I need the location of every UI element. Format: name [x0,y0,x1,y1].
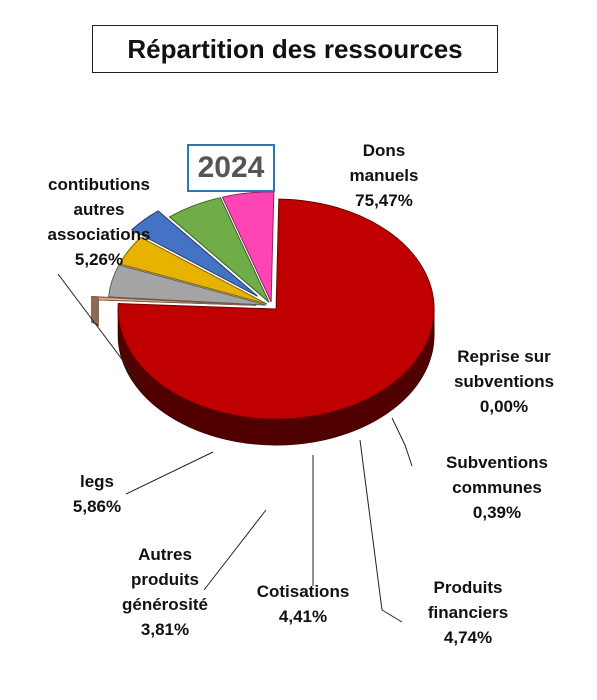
slice-label-dons-manuels: Dons [363,141,406,160]
slice-label-reprise-subventions: subventions [454,372,554,391]
slice-label-legs: legs [80,472,114,491]
pie-slice-subventions-communes [97,296,257,306]
slice-label-contributions-autres-associations: autres [73,200,124,219]
value-label-produits-financiers: 4,74% [444,628,492,647]
leader-line-subventions-communes [391,417,413,467]
slice-label-produits-financiers: financiers [428,603,508,622]
slice-label-autres-produits-generosite: produits [131,570,199,589]
slice-label-autres-produits-generosite: générosité [122,595,208,614]
leader-line-legs [125,451,214,495]
leader-line-contributions-autres-associations [57,273,146,391]
leader-line-produits-financiers [359,439,403,623]
value-label-cotisations: 4,41% [279,607,327,626]
chart-title: Répartition des ressources [92,25,498,73]
year-label: 2024 [187,144,275,192]
slice-label-subventions-communes: Subventions [446,453,548,472]
leader-line-autres-produits-generosite [203,509,267,591]
slice-label-contributions-autres-associations: contibutions [48,175,150,194]
pie-slice-legs [168,197,270,303]
value-label-autres-produits-generosite: 3,81% [141,620,189,639]
slice-label-autres-produits-generosite: Autres [138,545,192,564]
value-label-dons-manuels: 75,47% [355,191,413,210]
pie-slice-cotisations [118,236,267,305]
pie-slice-dons-manuels [117,198,435,420]
slice-label-produits-financiers: Produits [434,578,503,597]
value-label-reprise-subventions: 0,00% [480,397,528,416]
pie-slice-produits-financiers [108,264,267,306]
value-label-legs: 5,86% [73,497,121,516]
slice-label-dons-manuels: manuels [350,166,419,185]
pie-slice-autres-produits-generosite [130,210,258,297]
slice-label-cotisations: Cotisations [257,582,350,601]
value-label-contributions-autres-associations: 5,26% [75,250,123,269]
slice-label-contributions-autres-associations: associations [48,225,151,244]
value-label-subventions-communes: 0,39% [473,503,521,522]
slice-label-subventions-communes: communes [452,478,542,497]
slice-label-reprise-subventions: Reprise sur [457,347,551,366]
